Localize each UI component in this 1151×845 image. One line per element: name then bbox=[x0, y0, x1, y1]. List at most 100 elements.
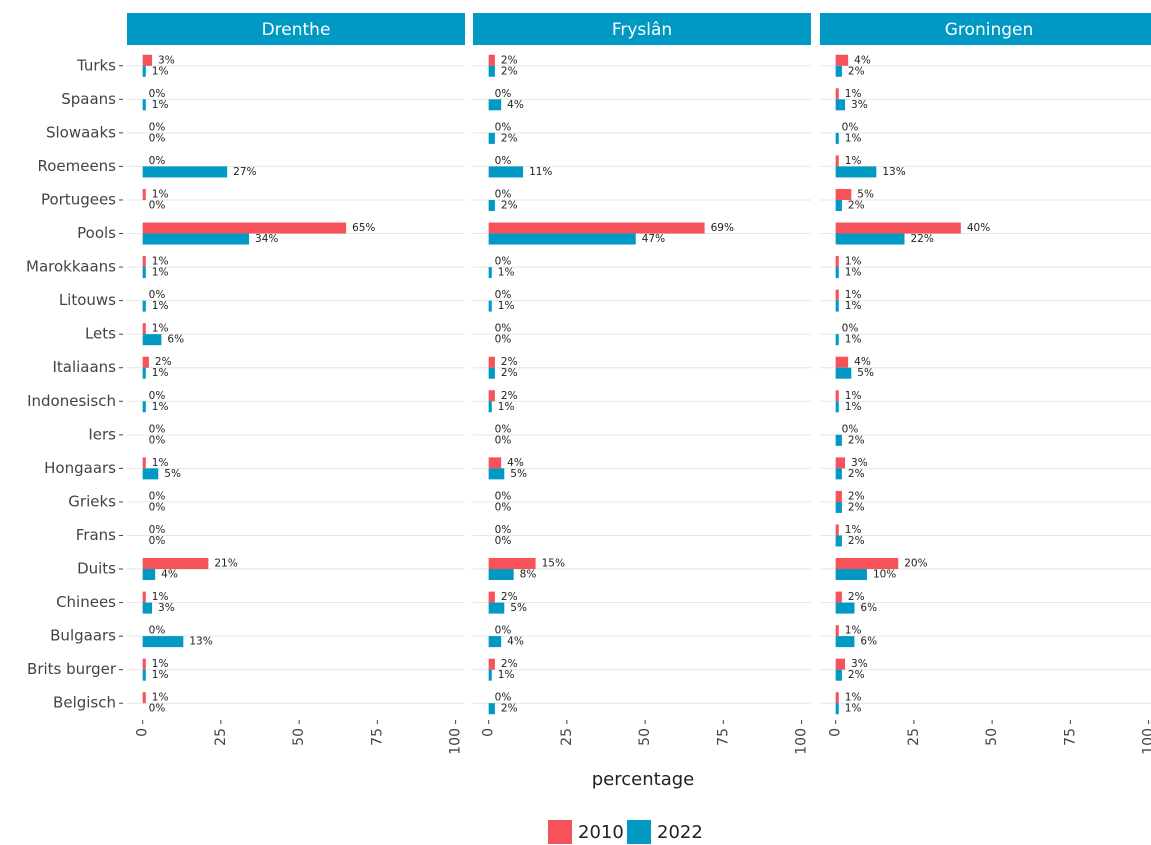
bar bbox=[835, 625, 839, 637]
value-label: 0% bbox=[149, 524, 166, 536]
y-tick-label: Iers bbox=[88, 425, 116, 443]
value-label: 3% bbox=[851, 457, 868, 469]
value-label: 0% bbox=[149, 423, 166, 435]
bar bbox=[142, 367, 146, 379]
value-label: 0% bbox=[842, 323, 859, 335]
value-label: 2% bbox=[848, 65, 865, 77]
value-label: 1% bbox=[845, 703, 862, 715]
value-label: 0% bbox=[149, 501, 166, 513]
value-label: 1% bbox=[845, 524, 862, 536]
value-label: 1% bbox=[498, 401, 515, 413]
value-label: 0% bbox=[495, 334, 512, 346]
value-label: 0% bbox=[495, 434, 512, 446]
value-label: 2% bbox=[501, 390, 518, 402]
value-label: 15% bbox=[542, 558, 565, 570]
bar bbox=[142, 233, 250, 245]
bar bbox=[488, 703, 495, 715]
bar bbox=[488, 99, 502, 111]
bar bbox=[488, 356, 495, 368]
value-label: 0% bbox=[495, 256, 512, 268]
y-tick-label: Lets bbox=[85, 325, 116, 343]
value-label: 5% bbox=[857, 367, 874, 379]
value-label: 1% bbox=[152, 188, 169, 200]
legend-label: 2022 bbox=[657, 822, 703, 843]
bar bbox=[488, 457, 502, 469]
y-tick-label: Brits burger bbox=[27, 660, 117, 678]
value-label: 2% bbox=[848, 490, 865, 502]
value-label: 6% bbox=[860, 636, 877, 648]
bar bbox=[835, 300, 839, 312]
bar bbox=[142, 54, 153, 66]
value-label: 0% bbox=[495, 692, 512, 704]
y-tick-label: Belgisch bbox=[53, 694, 116, 712]
value-label: 3% bbox=[851, 99, 868, 111]
value-label: 11% bbox=[529, 166, 552, 178]
x-axis-label: percentage bbox=[592, 769, 694, 790]
y-tick-label: Italiaans bbox=[52, 358, 116, 376]
x-tick-label: 75 bbox=[369, 728, 385, 746]
value-label: 1% bbox=[845, 692, 862, 704]
value-label: 2% bbox=[848, 199, 865, 211]
bar bbox=[835, 256, 839, 268]
value-label: 1% bbox=[152, 65, 169, 77]
value-label: 13% bbox=[882, 166, 905, 178]
bar bbox=[488, 300, 492, 312]
y-tick-label: Indonesisch bbox=[27, 392, 116, 410]
bar bbox=[835, 199, 842, 211]
bar bbox=[835, 457, 846, 469]
value-label: 2% bbox=[501, 591, 518, 603]
value-label: 1% bbox=[845, 390, 862, 402]
facet-title: Fryslân bbox=[612, 20, 672, 40]
value-label: 4% bbox=[507, 457, 524, 469]
bar bbox=[488, 199, 495, 211]
y-tick-label: Turks bbox=[76, 56, 116, 74]
strip-background bbox=[820, 13, 1151, 45]
bar bbox=[488, 569, 514, 581]
value-label: 2% bbox=[501, 132, 518, 144]
y-tick-label: Chinees bbox=[56, 593, 116, 611]
bar bbox=[835, 334, 839, 346]
value-label: 1% bbox=[152, 669, 169, 681]
value-label: 0% bbox=[495, 490, 512, 502]
x-tick-label: 0 bbox=[828, 728, 844, 737]
bar bbox=[142, 401, 146, 413]
value-label: 1% bbox=[152, 591, 169, 603]
value-label: 2% bbox=[501, 367, 518, 379]
bar bbox=[488, 233, 636, 245]
value-label: 2% bbox=[848, 434, 865, 446]
value-label: 21% bbox=[214, 558, 237, 570]
value-label: 2% bbox=[155, 356, 172, 368]
bar bbox=[835, 569, 867, 581]
value-label: 5% bbox=[510, 468, 527, 480]
bar bbox=[488, 267, 492, 279]
value-label: 65% bbox=[352, 222, 375, 234]
bar bbox=[835, 692, 839, 704]
bar bbox=[835, 54, 849, 66]
value-label: 1% bbox=[498, 669, 515, 681]
value-label: 1% bbox=[845, 289, 862, 301]
value-label: 0% bbox=[495, 88, 512, 100]
value-label: 1% bbox=[152, 323, 169, 335]
bar bbox=[835, 88, 839, 100]
x-tick-label: 100 bbox=[1141, 728, 1151, 755]
value-label: 4% bbox=[507, 99, 524, 111]
bar bbox=[835, 669, 842, 681]
value-label: 4% bbox=[854, 54, 871, 66]
bar bbox=[835, 558, 899, 570]
bar bbox=[488, 132, 495, 144]
value-label: 2% bbox=[501, 65, 518, 77]
y-tick-label: Portugees bbox=[41, 190, 116, 208]
value-label: 0% bbox=[149, 88, 166, 100]
bar bbox=[142, 300, 146, 312]
bar bbox=[142, 256, 146, 268]
value-label: 2% bbox=[848, 591, 865, 603]
y-tick-label: Hongaars bbox=[44, 459, 116, 477]
value-label: 8% bbox=[520, 569, 537, 581]
bar bbox=[142, 188, 146, 200]
x-tick-label: 100 bbox=[794, 728, 810, 755]
value-label: 69% bbox=[711, 222, 734, 234]
value-label: 1% bbox=[845, 334, 862, 346]
value-label: 2% bbox=[848, 535, 865, 547]
x-tick-label: 25 bbox=[906, 728, 922, 746]
